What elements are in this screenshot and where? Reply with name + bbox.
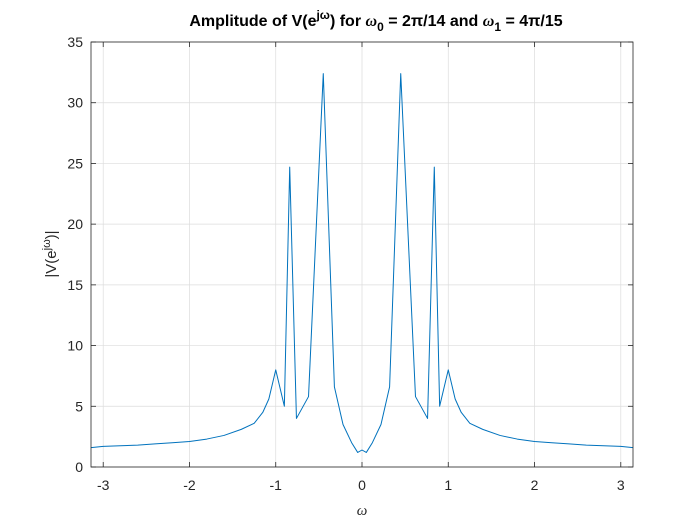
x-tick-label: 1 (444, 477, 452, 493)
y-tick-label: 35 (67, 34, 83, 50)
x-tick-label: -3 (97, 477, 110, 493)
series-line (90, 73, 634, 453)
y-tick-label: 0 (75, 459, 83, 475)
y-tick-label: 25 (67, 155, 83, 171)
y-tick-label: 20 (67, 216, 83, 232)
y-tick-label: 10 (67, 338, 83, 354)
x-tick-label: -2 (183, 477, 196, 493)
series-layer (90, 73, 634, 453)
y-axis-label: |V(ejω)| (41, 230, 60, 277)
y-tick-label: 15 (67, 277, 83, 293)
x-tick-label: 3 (617, 477, 625, 493)
x-tick-label: -1 (270, 477, 283, 493)
y-tick-label: 5 (75, 398, 83, 414)
x-tick-label: 0 (358, 477, 366, 493)
chart-title: Amplitude of V(ejω) for ω0 = 2π/14 and ω… (189, 8, 562, 34)
x-axis-label: ω (357, 503, 368, 519)
x-tick-label: 2 (531, 477, 539, 493)
y-tick-label: 30 (67, 95, 83, 111)
